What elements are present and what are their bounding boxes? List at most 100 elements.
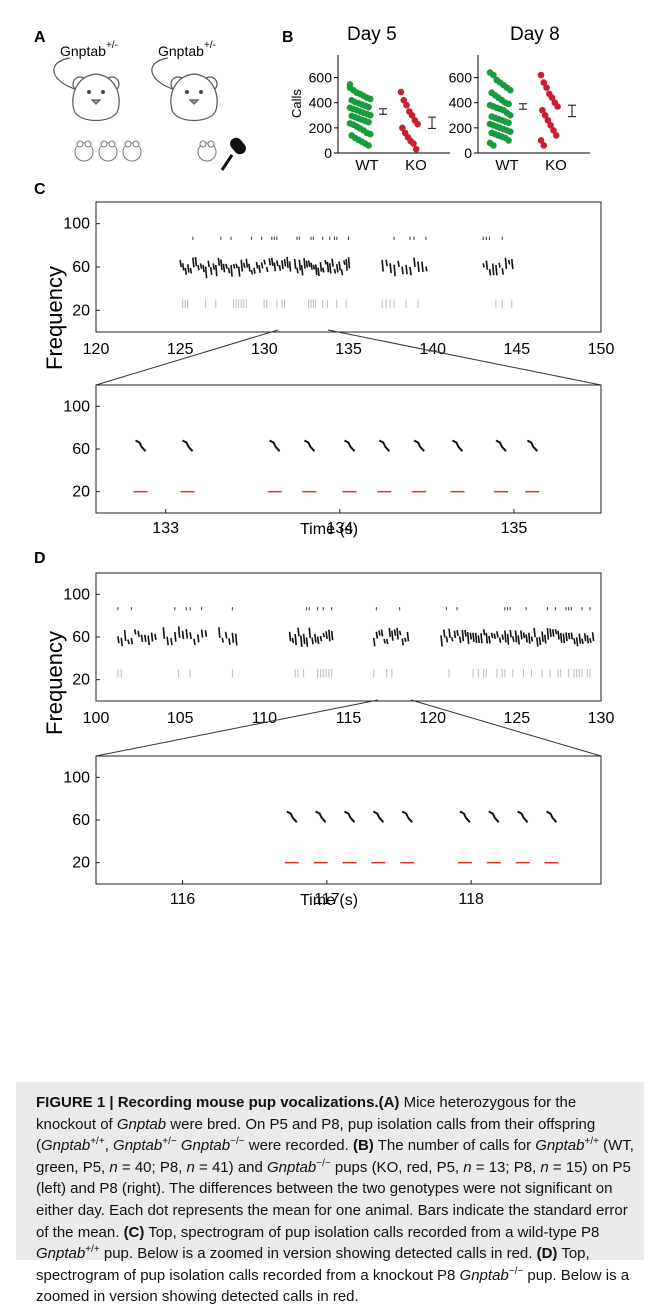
data-point: [507, 128, 514, 135]
call-mark: [228, 638, 231, 645]
call-mark: [288, 631, 292, 642]
y-tick-label: 100: [63, 769, 90, 786]
x-tick-label: KO: [405, 157, 427, 174]
x-tick-label: 130: [588, 710, 615, 727]
y-tick-label: 200: [309, 120, 333, 136]
call-mark: [393, 629, 397, 636]
call-mark: [514, 630, 518, 643]
call-mark: [583, 633, 587, 642]
call-mark: [573, 638, 576, 645]
panel-a: A Gnptab+/- Gnptab+/-: [34, 29, 246, 171]
data-point: [505, 100, 512, 108]
call-mark: [397, 260, 400, 268]
call-mark: [308, 627, 312, 639]
caption-text-run: The number of calls for: [373, 1137, 536, 1155]
call-mark: [303, 439, 316, 452]
call-mark: [375, 631, 379, 639]
call-mark: [192, 257, 195, 268]
call-mark: [133, 629, 137, 635]
call-mark: [557, 630, 560, 640]
call-mark: [220, 259, 223, 270]
data-point: [412, 145, 420, 153]
call-mark: [209, 267, 213, 275]
data-point: [537, 71, 545, 79]
call-mark: [340, 269, 344, 276]
call-mark: [253, 267, 256, 274]
gene-name: Gnptab: [267, 1158, 317, 1176]
call-mark: [258, 264, 261, 273]
call-mark: [260, 262, 264, 269]
y-tick-label: 20: [72, 302, 90, 319]
call-mark: [234, 633, 238, 646]
data-point: [365, 118, 372, 126]
call-mark: [383, 638, 386, 644]
call-mark: [207, 260, 210, 268]
call-mark: [232, 264, 236, 269]
caption-a-label: (A): [378, 1094, 400, 1111]
call-mark: [200, 629, 204, 638]
panel-c: C Frequency 120 125 130 135 140 145 150 100 60 20…: [34, 181, 614, 538]
caption-text: FIGURE 1 | Recording mouse pup vocalizat…: [16, 1082, 644, 1308]
call-mark: [581, 638, 584, 645]
gene-name: Gnptab: [535, 1137, 585, 1155]
call-mark: [204, 630, 208, 637]
y-tick-label: 20: [72, 855, 90, 872]
x-tick-label: 120: [419, 710, 446, 727]
call-mark: [322, 632, 326, 638]
genotype-superscript: +/+: [90, 1136, 105, 1148]
call-mark: [130, 637, 134, 645]
data-point: [408, 111, 416, 119]
call-mark: [273, 262, 277, 272]
call-mark: [269, 439, 281, 452]
call-mark: [378, 439, 391, 452]
call-mark: [526, 439, 539, 452]
data-point: [552, 132, 560, 139]
data-point: [367, 111, 374, 119]
call-mark: [291, 637, 295, 644]
data-point: [537, 137, 545, 144]
call-mark: [189, 632, 192, 640]
call-mark: [396, 627, 399, 640]
y-tick-label: 100: [63, 586, 90, 603]
y-tick-label: 100: [63, 216, 90, 233]
call-mark: [268, 258, 272, 266]
call-mark: [324, 259, 327, 265]
call-mark: [199, 263, 203, 269]
x-tick-label: 105: [167, 710, 194, 727]
call-mark: [530, 636, 534, 642]
y-tick-label: 600: [449, 70, 473, 86]
call-mark: [297, 627, 300, 637]
panel-label-a: A: [34, 29, 46, 46]
call-mark: [474, 632, 478, 643]
call-mark: [381, 259, 384, 272]
chart-title-day5: Day 5: [347, 24, 397, 45]
call-mark: [214, 264, 218, 277]
call-mark: [217, 257, 221, 266]
call-mark: [459, 810, 471, 823]
call-mark: [263, 259, 266, 265]
x-tick-label: 115: [336, 710, 362, 727]
call-mark: [240, 259, 244, 272]
call-mark: [398, 630, 402, 636]
call-mark: [202, 264, 205, 273]
call-mark: [278, 264, 282, 271]
d-spectrogram-zoom: 116 117 118 100 60 20: [63, 755, 602, 908]
call-mark: [286, 810, 298, 823]
call-mark: [510, 258, 514, 270]
call-mark: [250, 269, 254, 275]
y-tick-label: 400: [309, 95, 333, 111]
caption-d-label: (D): [536, 1245, 558, 1263]
call-mark: [421, 261, 424, 272]
caption-text-run: = 41) and: [194, 1158, 268, 1176]
call-mark: [372, 810, 385, 823]
gene-name: Gnptab: [113, 1137, 163, 1155]
call-mark: [445, 636, 449, 643]
call-mark: [417, 261, 420, 273]
call-mark: [193, 638, 196, 645]
data-point: [367, 95, 374, 103]
adult-mouse-icon: [53, 57, 120, 121]
call-mark: [570, 632, 574, 640]
y-tick-label: 600: [309, 70, 333, 86]
call-mark: [314, 633, 317, 643]
call-mark: [501, 267, 505, 275]
